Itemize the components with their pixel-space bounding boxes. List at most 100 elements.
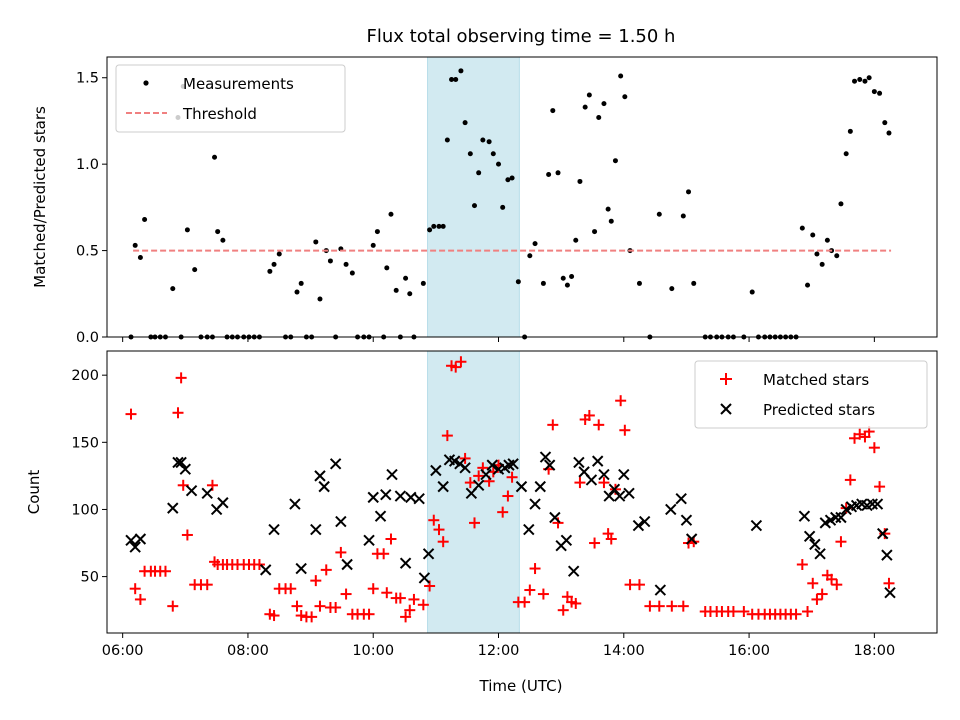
legend-predicted-label: Predicted stars xyxy=(763,401,875,419)
matched-point xyxy=(129,583,141,595)
predicted-point xyxy=(418,572,431,584)
measurement-point xyxy=(496,161,502,167)
matched-point xyxy=(593,419,605,431)
matched-point xyxy=(268,610,280,622)
measurement-point xyxy=(403,275,409,281)
measurement-point xyxy=(691,280,697,286)
measurement-point xyxy=(569,274,575,280)
series-predicted-stars xyxy=(125,451,896,599)
measurement-point xyxy=(215,229,221,235)
measurement-point xyxy=(636,280,642,286)
measurement-point xyxy=(192,267,198,273)
measurement-point xyxy=(453,76,459,82)
predicted-point xyxy=(289,498,301,510)
predicted-point xyxy=(363,534,375,547)
predicted-point xyxy=(394,490,407,502)
bottom-y-axis: 50 100 150 200 xyxy=(71,368,107,586)
predicted-point xyxy=(380,488,392,501)
matched-point xyxy=(524,584,536,596)
matched-point xyxy=(455,356,467,368)
measurement-point xyxy=(343,261,349,267)
measurement-point xyxy=(440,223,446,229)
top-panel: 0.0 0.5 1.0 1.5 Matched/Predicted stars Mea… xyxy=(31,56,938,346)
matched-point xyxy=(624,579,636,591)
measurement-point xyxy=(476,170,482,176)
measurement-point xyxy=(420,280,426,286)
measurement-point xyxy=(799,225,805,231)
measurement-point xyxy=(427,227,433,233)
matched-point xyxy=(473,470,485,482)
measurement-point xyxy=(480,137,486,143)
predicted-point xyxy=(543,459,556,471)
measurement-point xyxy=(532,241,538,247)
predicted-point xyxy=(585,474,598,486)
predicted-point xyxy=(386,468,398,481)
matched-point xyxy=(552,517,564,529)
matched-point xyxy=(529,563,541,575)
predicted-point xyxy=(459,462,471,474)
predicted-point xyxy=(480,468,492,481)
matched-point xyxy=(253,559,265,571)
matched-point xyxy=(666,600,678,612)
measurement-point xyxy=(810,232,816,238)
measurement-point xyxy=(669,286,675,292)
measurement-point xyxy=(509,175,515,181)
predicted-point xyxy=(618,468,630,481)
matched-point xyxy=(738,606,750,618)
predicted-point xyxy=(881,549,893,561)
measurement-point xyxy=(349,270,355,276)
top-y-axis: 0.0 0.5 1.0 1.5 xyxy=(76,71,107,346)
matched-point xyxy=(367,583,379,595)
predicted-point xyxy=(374,510,387,522)
measurement-point xyxy=(550,108,556,114)
predicted-point xyxy=(534,480,546,493)
predicted-point xyxy=(259,564,272,576)
top-y-axis-label: Matched/Predicted stars xyxy=(31,106,49,288)
matched-point xyxy=(201,579,213,591)
predicted-point xyxy=(675,493,687,505)
top-legend: Measurements Threshold xyxy=(115,64,346,133)
y-tick-label: 1.5 xyxy=(76,71,99,87)
matched-point xyxy=(335,546,347,558)
legend-measurements-marker xyxy=(143,80,149,86)
measurement-point xyxy=(486,139,492,145)
y-tick-label: 1.0 xyxy=(76,157,99,173)
matched-point xyxy=(134,593,146,605)
predicted-point xyxy=(515,480,528,493)
measurement-point xyxy=(276,251,282,257)
measurement-point xyxy=(882,120,888,126)
matched-point xyxy=(159,565,171,577)
measurement-point xyxy=(601,101,607,107)
measurement-point xyxy=(458,68,464,74)
predicted-point xyxy=(399,557,412,569)
predicted-point xyxy=(598,468,610,481)
measurement-point xyxy=(866,75,872,81)
matched-point xyxy=(790,608,802,620)
top-x-axis-ticks xyxy=(122,337,875,342)
top-legend-box xyxy=(115,64,346,133)
predicted-point xyxy=(803,530,816,543)
predicted-point xyxy=(367,491,379,504)
matched-point xyxy=(519,596,531,608)
matched-point xyxy=(677,600,689,612)
predicted-point xyxy=(472,479,485,491)
matched-point xyxy=(378,548,390,560)
matched-point xyxy=(589,537,601,549)
bottom-legend: Matched stars Predicted stars xyxy=(694,360,928,429)
matched-point xyxy=(811,593,823,605)
bottom-y-axis-label: Count xyxy=(25,470,43,515)
measurement-point xyxy=(374,229,380,235)
measurement-point xyxy=(132,242,138,248)
matched-point xyxy=(172,407,184,419)
predicted-point xyxy=(638,515,651,528)
predicted-point xyxy=(884,587,896,599)
measurement-point xyxy=(814,251,820,257)
predicted-point xyxy=(134,533,147,545)
matched-point xyxy=(633,579,645,591)
measurement-point xyxy=(805,282,811,288)
top-panel-frame xyxy=(106,56,938,338)
observing-window-span-top xyxy=(427,56,520,338)
measurement-point xyxy=(267,268,273,274)
matched-point xyxy=(605,533,617,545)
matched-point xyxy=(310,575,322,587)
